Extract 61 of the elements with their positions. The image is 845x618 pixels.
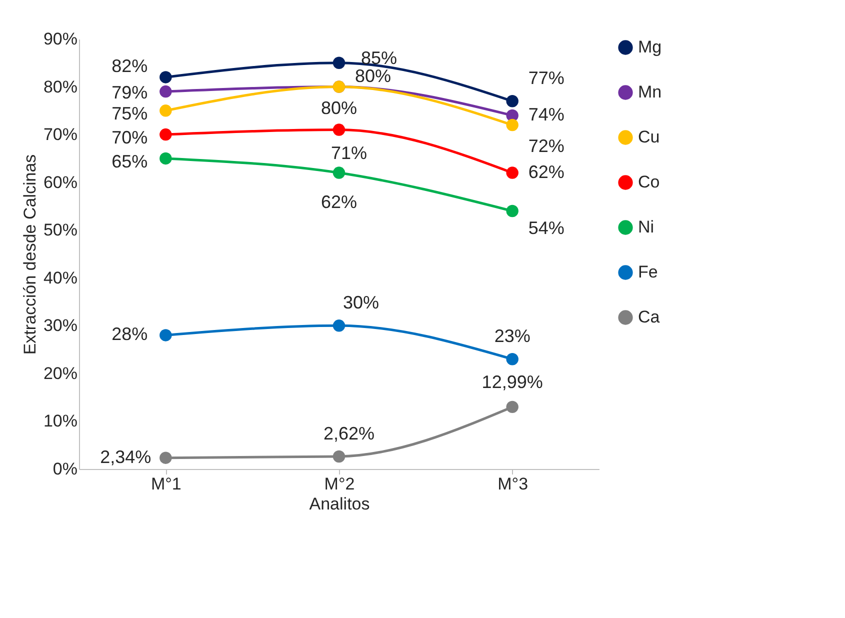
data-label: 74% [528, 104, 564, 124]
data-label: 54% [528, 218, 564, 238]
data-label: 72% [528, 136, 564, 156]
legend-label: Ca [638, 308, 660, 326]
point [160, 85, 172, 98]
data-label: 12,99% [482, 372, 543, 392]
data-label: 79% [112, 82, 148, 103]
data-label: 82% [112, 56, 148, 76]
data-label: 62% [320, 192, 358, 212]
legend-label: Fe [638, 262, 658, 282]
y-tick-label: 90% [43, 30, 78, 48]
point [332, 166, 346, 179]
x-tick-label: M°1 [150, 474, 182, 494]
legend-label: Co [638, 172, 660, 192]
x-tick-label: M°3 [498, 474, 528, 494]
y-tick-label: 0% [52, 460, 78, 478]
legend-label: Mg [638, 38, 662, 56]
point [160, 152, 172, 165]
data-label: 30% [342, 292, 380, 313]
point [506, 118, 518, 132]
data-label: 80% [320, 98, 358, 118]
point [332, 56, 346, 69]
data-label: 2,62% [323, 423, 375, 444]
y-tick-label: 20% [43, 364, 78, 383]
y-tick-label: 80% [43, 77, 78, 96]
y-tick-label: 60% [43, 172, 78, 192]
data-label: 75% [112, 104, 148, 124]
point [160, 452, 172, 464]
y-tick-label: 30% [43, 316, 78, 336]
data-label: 23% [494, 326, 530, 346]
point [160, 128, 172, 141]
point [506, 204, 518, 218]
point [160, 329, 172, 342]
point [506, 95, 518, 108]
data-label: 85% [360, 48, 398, 68]
data-label: 77% [528, 68, 564, 88]
point [506, 166, 518, 179]
x-tick-label: M°2 [324, 474, 355, 494]
y-tick-label: 50% [43, 220, 78, 240]
data-label: 65% [112, 151, 148, 172]
legend-label: Ni [638, 218, 654, 236]
point [160, 104, 172, 117]
y-tick-label: 10% [43, 412, 78, 431]
data-label: 71% [330, 142, 368, 163]
x-axis-title: Analitos [309, 494, 370, 514]
data-label: 70% [112, 128, 148, 148]
legend-label: Cu [638, 128, 660, 146]
legend-label: Mn [638, 82, 662, 102]
y-tick-label: 70% [43, 125, 78, 144]
y-tick-label: 40% [43, 268, 78, 288]
y-axis-title: Extracción desde Calcinas [20, 154, 40, 355]
data-label: 28% [112, 324, 148, 344]
point [332, 320, 346, 332]
point [332, 450, 346, 463]
point [506, 353, 518, 366]
point [506, 400, 518, 414]
data-label: 62% [528, 162, 564, 182]
data-label: 2,34% [100, 446, 152, 467]
data-label: 80% [354, 66, 392, 86]
point [332, 124, 346, 136]
point [160, 71, 172, 84]
